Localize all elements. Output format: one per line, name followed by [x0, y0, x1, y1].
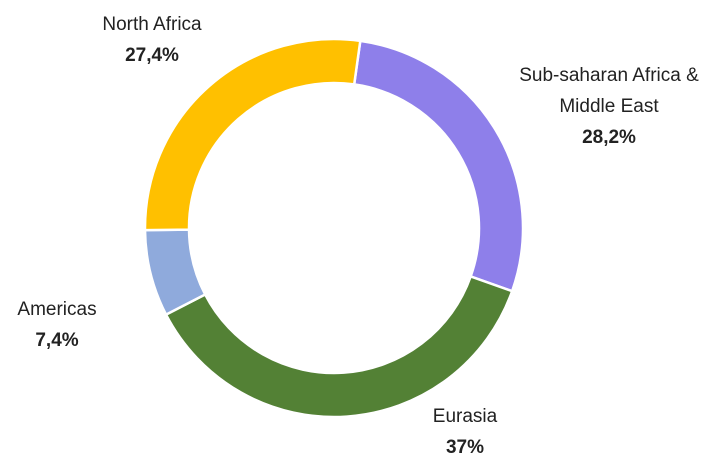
slice-label: Americas 7,4% [0, 294, 117, 356]
value-label: 7,4% [35, 330, 79, 351]
category-label: Sub-saharan Africa & Middle East [519, 65, 699, 117]
value-label: 37% [445, 437, 485, 458]
donut-slice [352, 39, 525, 293]
slice-label: Eurasia 37% [405, 401, 525, 463]
donut-slice [143, 37, 362, 232]
value-label: 28,2% [582, 127, 636, 148]
donut-slice [164, 274, 514, 419]
category-label: North Africa [102, 14, 202, 35]
slice-label: Sub-saharan Africa & Middle East 28,2% [504, 60, 714, 153]
slice-label: North Africa 27,4% [72, 9, 232, 71]
category-label: Eurasia [432, 406, 498, 427]
value-label: 27,4% [125, 45, 179, 66]
category-label: Americas [17, 299, 97, 320]
